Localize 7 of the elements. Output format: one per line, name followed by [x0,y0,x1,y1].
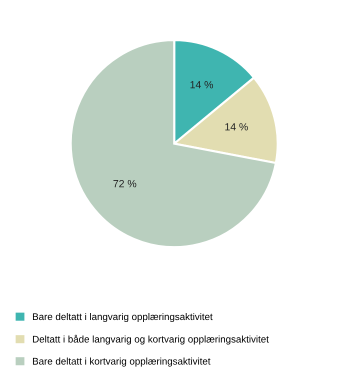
legend-label: Bare deltatt i kortvarig opplæringsaktivitet [32,358,210,367]
legend-label: Bare deltatt i langvarig opplæringsaktivitet [32,312,213,322]
data-label: 14 % [190,81,214,88]
data-label: 72 % [113,180,136,188]
pie-slice [70,39,277,248]
legend-label: Deltatt i både langvarig og kortvarig opplæringsaktivitet [32,334,269,345]
data-label: 14 % [225,123,248,130]
